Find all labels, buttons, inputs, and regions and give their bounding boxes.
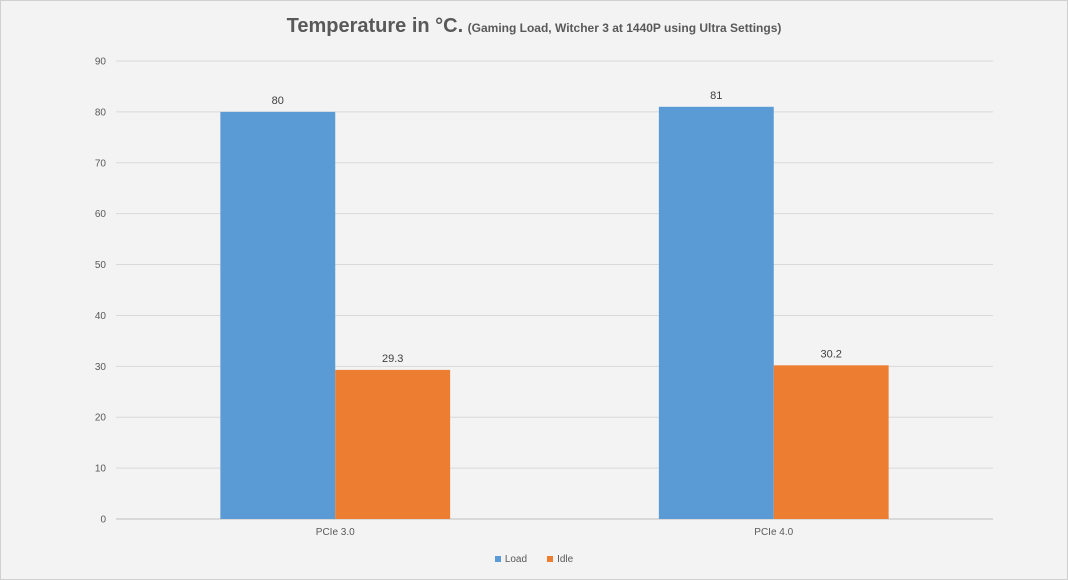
y-tick-label: 50 <box>95 260 107 271</box>
x-tick-label: PCIe 3.0 <box>316 527 355 538</box>
bar-load <box>658 106 774 520</box>
legend-label: Idle <box>557 554 574 565</box>
y-tick-label: 20 <box>95 413 107 424</box>
y-tick-label: 0 <box>100 515 106 526</box>
chart-title: Temperature in °C. <box>286 15 464 37</box>
y-tick-label: 30 <box>95 362 107 373</box>
y-tick-label: 70 <box>95 158 107 169</box>
chart-title-block: Temperature in °C. (Gaming Load, Witcher… <box>1 15 1067 38</box>
x-tick-label: PCIe 4.0 <box>754 527 793 538</box>
y-tick-label: 90 <box>95 57 107 68</box>
data-label: 30.2 <box>820 348 841 360</box>
chart-subtitle: (Gaming Load, Witcher 3 at 1440P using U… <box>467 21 782 35</box>
data-label: 81 <box>710 90 722 102</box>
bar-idle <box>335 369 451 519</box>
y-tick-label: 60 <box>95 209 107 220</box>
data-label: 80 <box>272 95 284 107</box>
legend-swatch <box>494 556 501 562</box>
data-label: 29.3 <box>382 353 403 365</box>
bar-idle <box>773 365 889 519</box>
legend-swatch <box>547 556 554 562</box>
y-tick-label: 40 <box>95 311 107 322</box>
bar-load <box>220 111 336 519</box>
legend-item-idle: Idle <box>547 554 573 565</box>
y-tick-label: 10 <box>95 464 107 475</box>
legend-label: Load <box>504 554 528 565</box>
legend-item-load: Load <box>494 554 528 565</box>
legend: Load Idle <box>1 554 1067 565</box>
y-tick-label: 80 <box>95 107 107 118</box>
